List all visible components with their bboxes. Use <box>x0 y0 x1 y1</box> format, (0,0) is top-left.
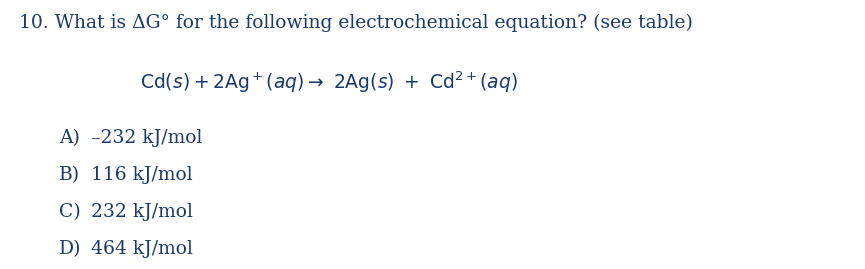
Text: 464 kJ/mol: 464 kJ/mol <box>91 240 193 259</box>
Text: C): C) <box>59 203 80 221</box>
Text: A): A) <box>59 129 80 147</box>
Text: D): D) <box>59 240 81 259</box>
Text: –232 kJ/mol: –232 kJ/mol <box>91 129 202 147</box>
Text: 116 kJ/mol: 116 kJ/mol <box>91 166 192 184</box>
Text: 232 kJ/mol: 232 kJ/mol <box>91 203 193 221</box>
Text: 10. What is ΔG° for the following electrochemical equation? (see table): 10. What is ΔG° for the following electr… <box>19 13 693 32</box>
Text: B): B) <box>59 166 80 184</box>
Text: $\mathrm{Cd}(s) + 2\mathrm{Ag}^+(aq) \rightarrow \ 2\mathrm{Ag}(s)\ +\ \mathrm{C: $\mathrm{Cd}(s) + 2\mathrm{Ag}^+(aq) \ri… <box>140 70 517 95</box>
